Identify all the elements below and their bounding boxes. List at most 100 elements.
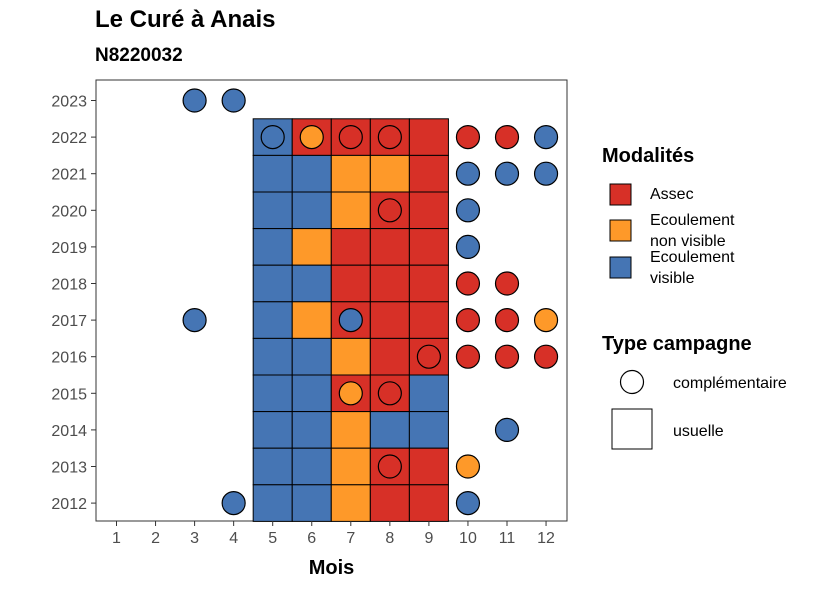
point-2022-8 [377, 125, 402, 150]
tile-2021-7 [330, 154, 371, 193]
tile-2013-7 [330, 447, 371, 486]
point-2019-10 [455, 234, 481, 259]
y-tick-label: 2015 [51, 386, 87, 403]
tile-2015-5 [252, 374, 293, 413]
point-2017-10 [455, 308, 481, 333]
y-tick-label: 2023 [51, 94, 87, 111]
tile-2014-6 [291, 411, 332, 449]
point-2022-5 [260, 125, 285, 150]
legend-label-usuelle: usuelle [673, 423, 724, 440]
y-tick-label: 2021 [51, 167, 87, 184]
point-2022-6 [299, 125, 324, 150]
legend-label: Ecoulement [650, 249, 735, 266]
tile-2014-8 [369, 411, 410, 449]
tile-2013-9 [408, 447, 449, 486]
tile-2019-8 [369, 228, 410, 266]
point-2022-10 [455, 125, 481, 150]
y-tick-label: 2014 [51, 423, 87, 440]
y-tick-label: 2018 [51, 277, 87, 294]
tile-2018-8 [369, 264, 410, 303]
tile-2020-9 [408, 191, 449, 230]
chart-subtitle: N8220032 [95, 45, 183, 66]
legend-key-1 [609, 183, 632, 206]
legend-key-usuelle [611, 408, 653, 450]
tile-2012-9 [408, 484, 449, 522]
x-tick-label: 9 [424, 530, 433, 547]
y-tick-label: 2017 [51, 313, 87, 330]
tile-2012-7 [330, 484, 371, 522]
point-2012-4 [221, 491, 246, 516]
tile-2018-5 [252, 264, 293, 303]
tile-2013-6 [291, 447, 332, 486]
tile-2012-8 [369, 484, 410, 522]
legend-key-2 [609, 219, 632, 242]
tile-2014-9 [408, 411, 449, 449]
point-2018-10 [455, 271, 481, 296]
point-2022-12 [533, 125, 559, 150]
x-tick-label: 10 [459, 530, 477, 547]
point-2023-4 [221, 88, 246, 113]
tile-2016-7 [330, 337, 371, 376]
legend-label: Ecoulement [650, 212, 735, 229]
point-2023-3 [182, 88, 207, 113]
point-2017-7 [338, 308, 363, 333]
tile-2019-9 [408, 228, 449, 266]
x-tick-label: 12 [537, 530, 555, 547]
chart-title: Le Curé à Anais [95, 6, 276, 33]
tile-2018-7 [330, 264, 371, 303]
tile-2021-5 [252, 154, 293, 193]
point-2015-7 [338, 381, 363, 406]
point-2016-11 [494, 344, 520, 369]
y-tick-label: 2013 [51, 460, 87, 477]
x-tick-label: 6 [307, 530, 316, 547]
x-tick-label: 5 [268, 530, 277, 547]
y-tick-label: 2020 [51, 203, 87, 220]
point-2021-11 [494, 161, 520, 186]
point-2022-11 [494, 125, 520, 150]
y-tick-label: 2019 [51, 240, 87, 257]
legend-key-complementaire [619, 369, 645, 395]
tile-2015-9 [408, 374, 449, 413]
tile-2021-6 [291, 154, 332, 193]
tile-2018-6 [291, 264, 332, 303]
tile-2019-7 [330, 228, 371, 266]
point-2017-11 [494, 308, 520, 333]
point-2012-10 [455, 491, 481, 516]
legend-key-3 [609, 256, 632, 279]
point-2016-12 [533, 344, 559, 369]
tile-2017-9 [408, 301, 449, 339]
y-tick-label: 2016 [51, 350, 87, 367]
tile-2017-5 [252, 301, 293, 339]
tile-2016-8 [369, 337, 410, 376]
point-2013-8 [377, 454, 402, 479]
legend-title-type: Type campagne [602, 333, 752, 355]
tile-2016-5 [252, 337, 293, 376]
tile-2021-8 [369, 154, 410, 193]
x-tick-label: 7 [346, 530, 355, 547]
tile-2020-5 [252, 191, 293, 230]
point-2021-12 [533, 161, 559, 186]
point-2021-10 [455, 161, 481, 186]
point-2017-12 [533, 308, 559, 333]
point-2020-8 [377, 198, 402, 223]
tile-2014-7 [330, 411, 371, 449]
tile-2019-5 [252, 228, 293, 266]
y-tick-label: 2022 [51, 130, 87, 147]
tile-2013-5 [252, 447, 293, 486]
tile-2021-9 [408, 154, 449, 193]
x-tick-label: 11 [499, 530, 516, 547]
legend-label: visible [650, 270, 695, 287]
tile-2022-9 [408, 118, 449, 156]
tile-2017-6 [291, 301, 332, 339]
tile-2018-9 [408, 264, 449, 303]
x-tick-label: 3 [190, 530, 199, 547]
x-tick-label: 2 [151, 530, 160, 547]
point-2013-10 [455, 454, 481, 479]
point-2020-10 [455, 198, 481, 223]
tile-2015-6 [291, 374, 332, 413]
tile-2020-6 [291, 191, 332, 230]
tile-2017-8 [369, 301, 410, 339]
point-2022-7 [338, 125, 363, 150]
x-tick-label: 4 [229, 530, 238, 547]
